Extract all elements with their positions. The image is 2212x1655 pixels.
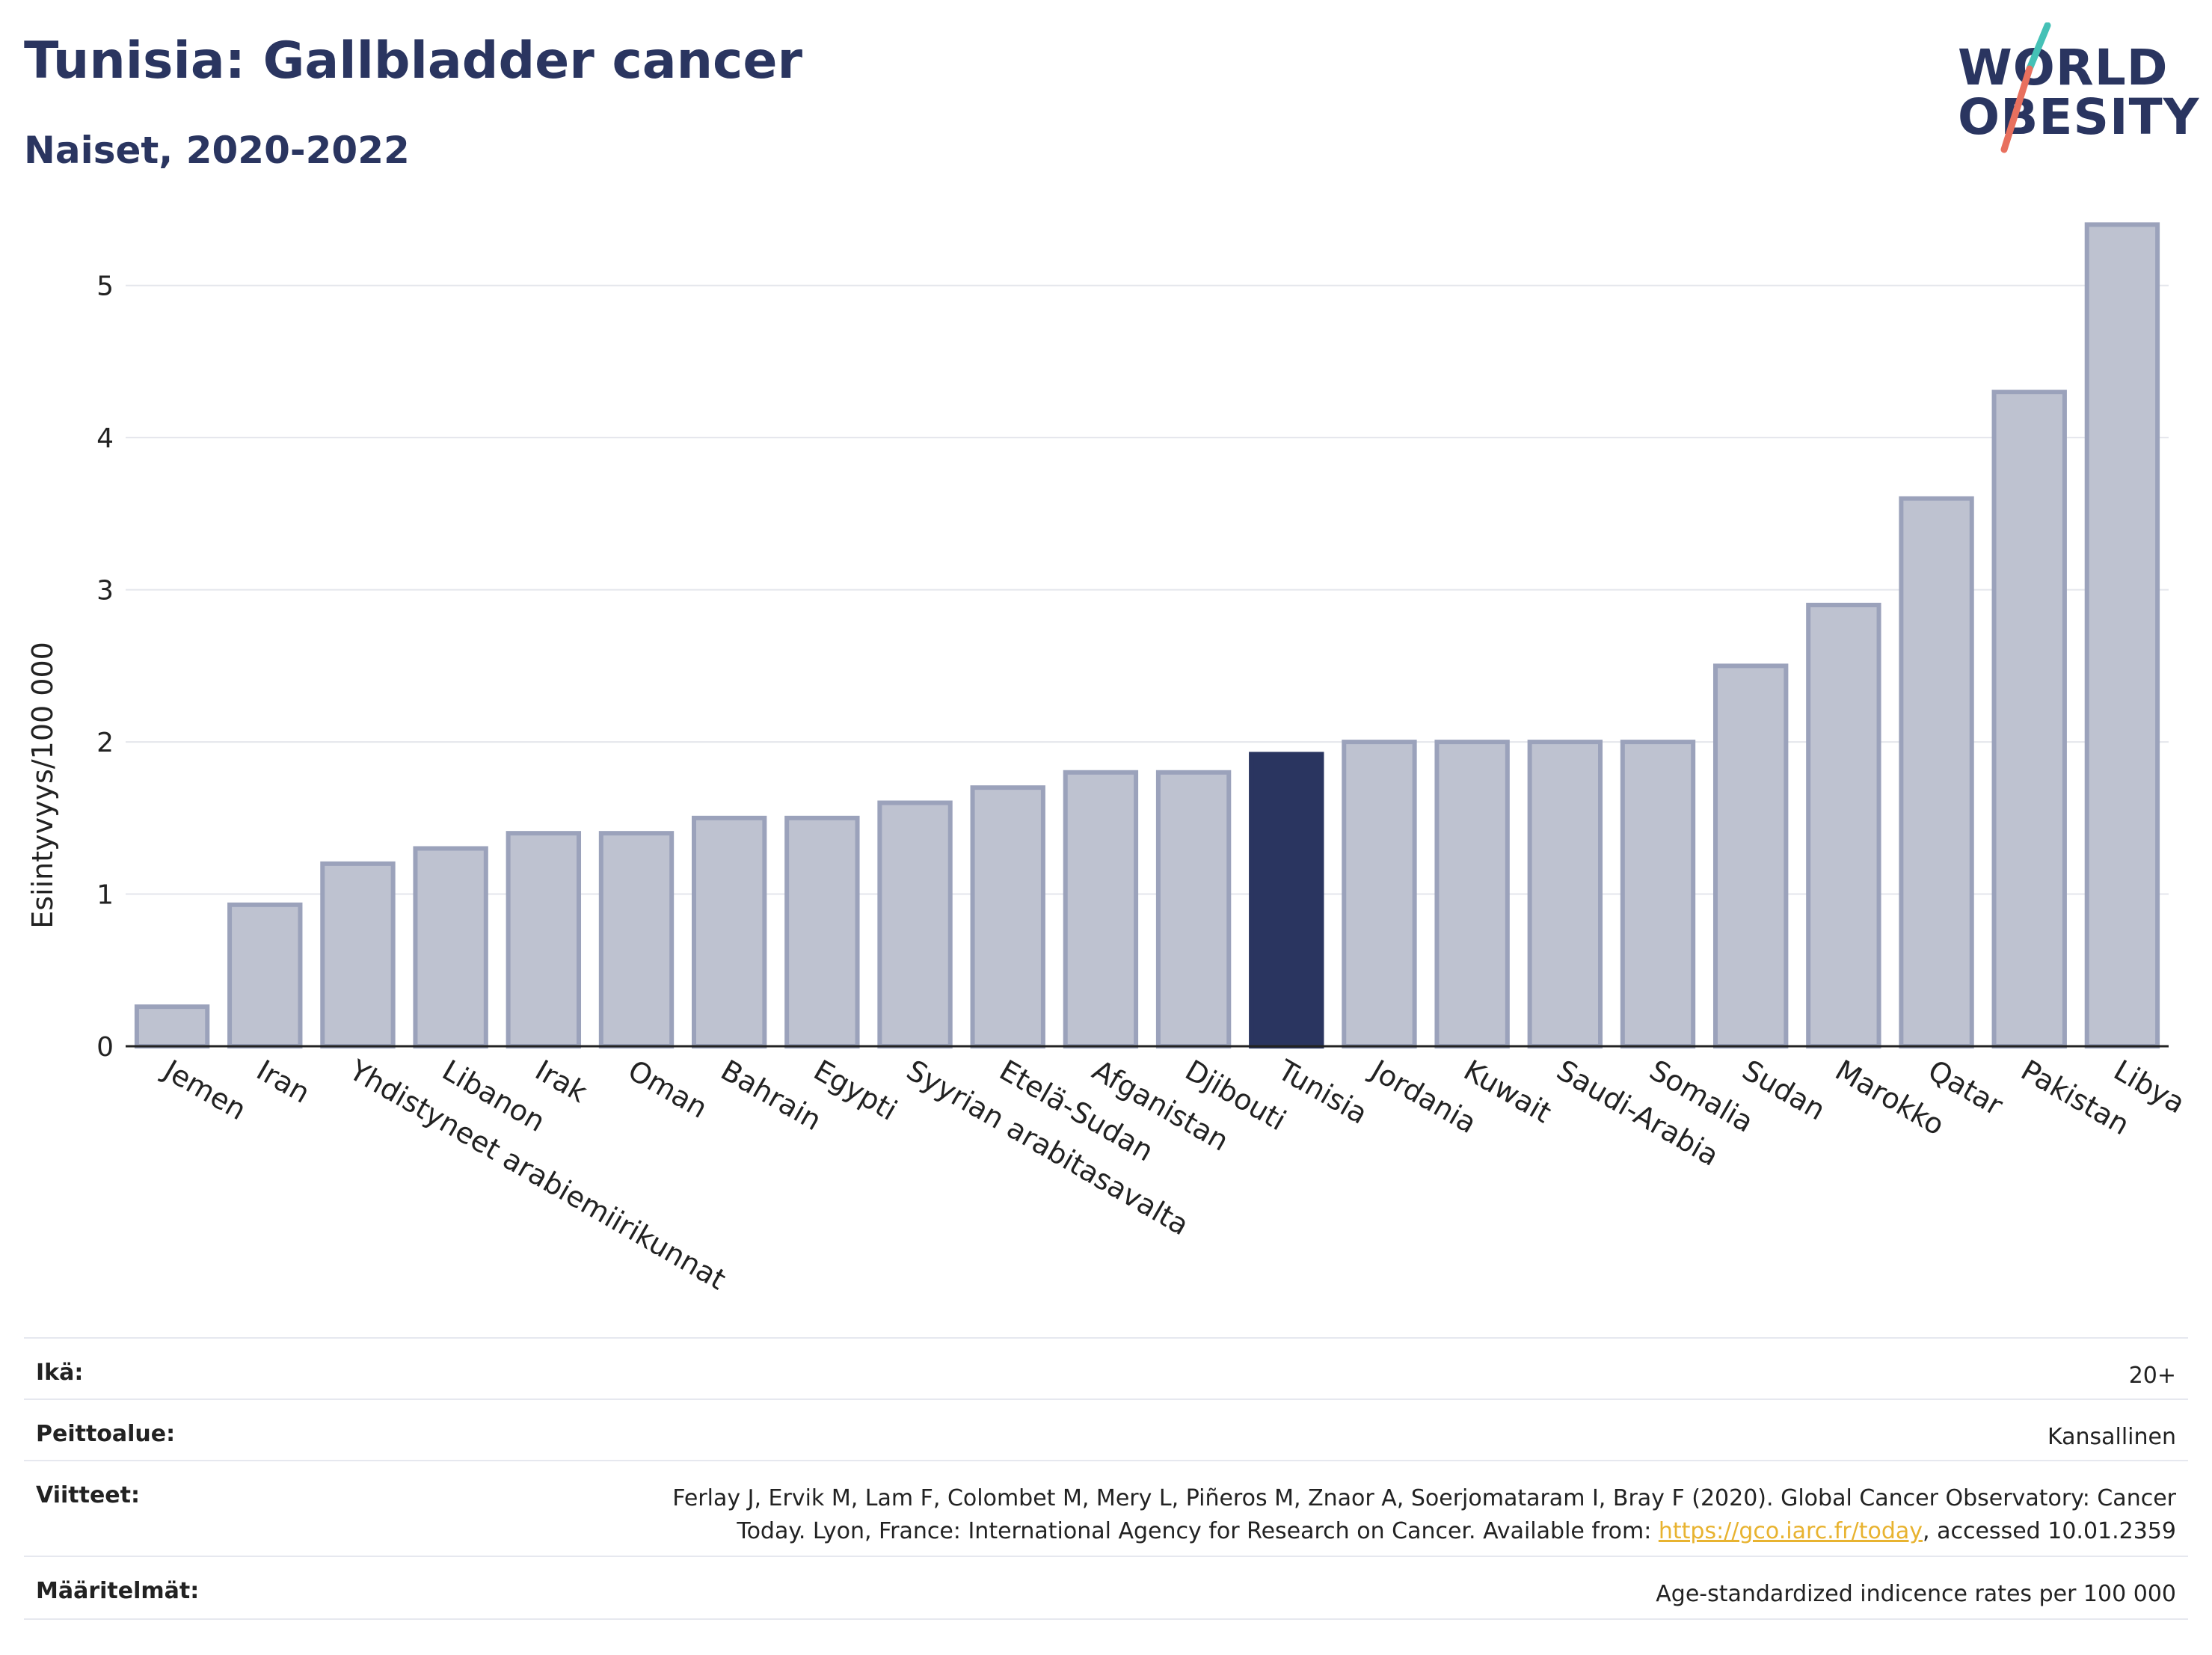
info-value-definitions: Age-standardized indicence rates per 100… <box>1656 1581 2176 1607</box>
x-tick-label: Tunisia <box>1272 1053 1373 1131</box>
bar-bahrain <box>691 815 767 1048</box>
chart-subtitle: Naiset, 2020-2022 <box>24 129 410 172</box>
x-tick-label: Jordania <box>1364 1053 1482 1140</box>
bottom-divider <box>24 1618 2188 1620</box>
info-row-references: Viitteet: Ferlay J, Ervik M, Lam F, Colo… <box>24 1460 2188 1557</box>
info-row-coverage: Peittoalue: Kansallinen <box>24 1398 2188 1461</box>
y-tick-label: 1 <box>96 880 114 911</box>
bars <box>134 222 2160 1049</box>
info-label-definitions: Määritelmät: <box>36 1578 200 1604</box>
info-value-references: Ferlay J, Ervik M, Lam F, Colombet M, Me… <box>672 1482 2176 1548</box>
chart-title: Tunisia: Gallbladder cancer <box>24 31 803 90</box>
info-label-coverage: Peittoalue: <box>36 1421 176 1447</box>
info-value-age: 20+ <box>2128 1363 2176 1389</box>
x-tick-label: Iran <box>251 1054 316 1110</box>
bar-tunisia <box>1249 752 1324 1048</box>
logo-slash-icon <box>2000 22 2051 153</box>
bar-jemen <box>134 1004 210 1048</box>
bar-jordania <box>1342 740 1417 1048</box>
world-obesity-logo: WORLD OBESITY <box>1952 22 2199 157</box>
y-tick-label: 0 <box>96 1032 114 1063</box>
x-tick-label: Jemen <box>157 1053 252 1127</box>
x-tick-label: Oman <box>623 1054 713 1125</box>
bar-sudan <box>1712 663 1789 1048</box>
bar-irak <box>506 831 582 1048</box>
bar-libya <box>2084 222 2160 1048</box>
bar-pakistan <box>1991 390 2067 1048</box>
logo-word-obesity: OBESITY <box>1958 88 2200 146</box>
bar-saudi-arabia <box>1527 740 1603 1048</box>
bar-egypti <box>784 815 860 1048</box>
info-value-coverage: Kansallinen <box>2047 1424 2176 1450</box>
y-tick-label: 4 <box>96 423 114 454</box>
bar-etelä-sudan <box>970 785 1045 1048</box>
bar-libanon <box>413 846 488 1048</box>
info-label-age: Ikä: <box>36 1360 84 1386</box>
reference-line-1: Ferlay J, Ervik M, Lam F, Colombet M, Me… <box>672 1485 2176 1511</box>
x-tick-label: Bahrain <box>716 1054 827 1137</box>
reference-line-2-start: Today. Lyon, France: International Agenc… <box>737 1518 1659 1544</box>
bar-marokko <box>1806 602 1881 1048</box>
y-axis-label: Esiintyvyys/100 000 <box>26 642 59 929</box>
info-row-definitions: Määritelmät: Age-standardized indicence … <box>24 1556 2188 1620</box>
bar-djibouti <box>1155 770 1232 1048</box>
y-tick-label: 3 <box>96 576 114 607</box>
bar-iran <box>227 902 303 1049</box>
info-row-age: Ikä: 20+ <box>24 1337 2188 1400</box>
reference-line-2-end: , accessed 10.01.2359 <box>1923 1518 2176 1544</box>
logo-word-world: WORLD <box>1958 39 2169 96</box>
bar-oman <box>598 831 675 1048</box>
bar-somalia <box>1620 740 1696 1048</box>
x-tick-label: Irak <box>529 1054 592 1109</box>
y-tick-label: 2 <box>96 728 114 758</box>
y-tick-label: 5 <box>96 271 114 302</box>
info-label-references: Viitteet: <box>36 1482 140 1508</box>
bar-syyrian-arabitasavalta <box>877 800 953 1048</box>
reference-link[interactable]: https://gco.iarc.fr/today <box>1658 1518 1923 1544</box>
bar-qatar <box>1899 496 1974 1048</box>
bar-yhdistyneet-arabiemiirikunnat <box>320 861 396 1049</box>
bar-kuwait <box>1434 740 1510 1048</box>
bar-afganistan <box>1063 770 1139 1048</box>
